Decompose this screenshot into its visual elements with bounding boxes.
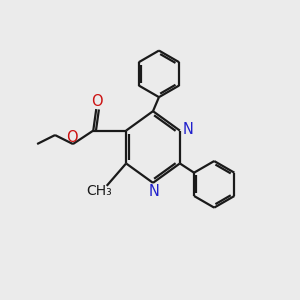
Text: O: O	[67, 130, 78, 145]
Text: O: O	[91, 94, 103, 109]
Text: N: N	[183, 122, 194, 137]
Text: CH₃: CH₃	[86, 184, 112, 198]
Text: N: N	[148, 184, 159, 199]
